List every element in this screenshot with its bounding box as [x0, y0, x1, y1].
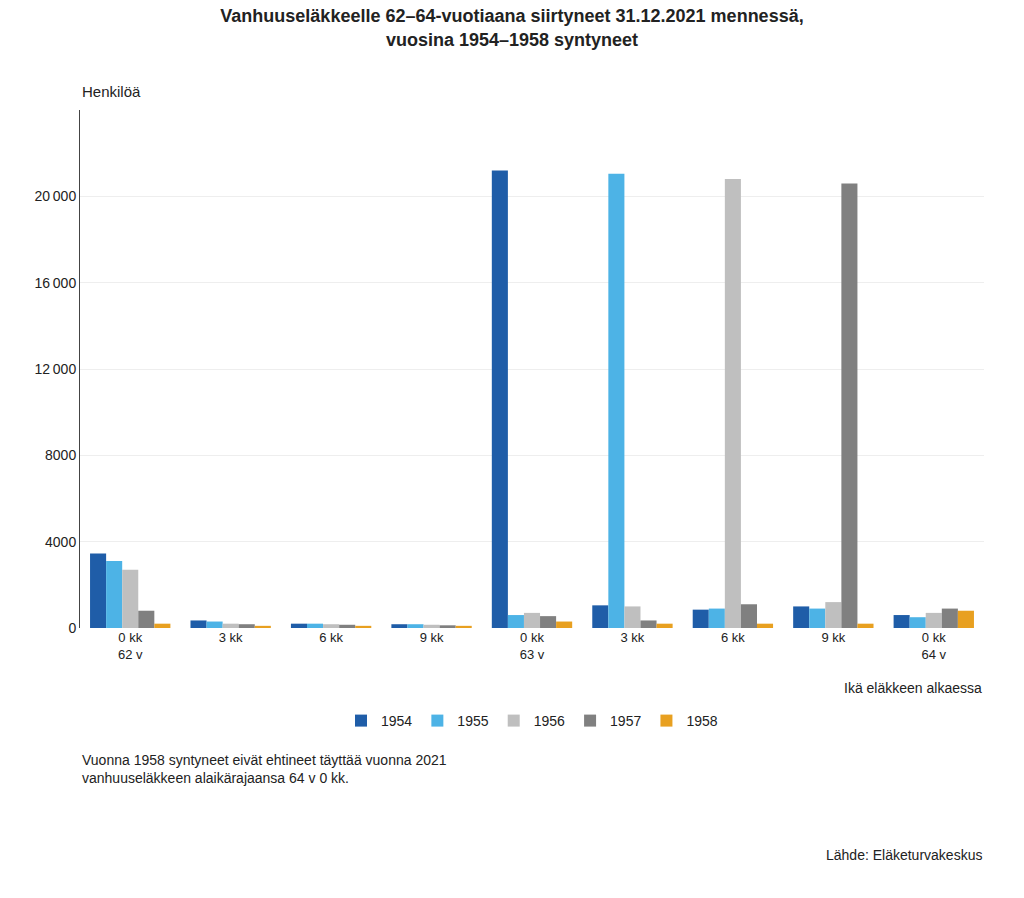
- svg-text:1957: 1957: [610, 713, 641, 729]
- svg-text:16 000: 16 000: [34, 275, 76, 291]
- svg-text:Henkilöä: Henkilöä: [82, 83, 141, 100]
- svg-text:0: 0: [68, 620, 76, 636]
- svg-text:1958: 1958: [686, 713, 717, 729]
- svg-text:Vanhuuseläkkeelle 62–64-vuotia: Vanhuuseläkkeelle 62–64-vuotiaana siirty…: [220, 6, 803, 49]
- svg-text:1954: 1954: [381, 713, 412, 729]
- svg-text:0 kk62 v: 0 kk62 v: [118, 630, 143, 662]
- svg-text:1955: 1955: [457, 713, 488, 729]
- svg-text:6 kk: 6 kk: [319, 630, 343, 645]
- svg-text:Lähde: Eläketurvakeskus: Lähde: Eläketurvakeskus: [826, 847, 982, 863]
- svg-text:8000: 8000: [45, 447, 76, 463]
- svg-text:6 kk: 6 kk: [721, 630, 745, 645]
- svg-text:0 kk64 v: 0 kk64 v: [921, 630, 946, 662]
- svg-text:Vuonna 1958 syntyneet eivät eh: Vuonna 1958 syntyneet eivät ehtineet täy…: [82, 752, 447, 786]
- svg-text:9 kk: 9 kk: [420, 630, 444, 645]
- svg-text:9 kk: 9 kk: [821, 630, 845, 645]
- svg-text:1956: 1956: [534, 713, 565, 729]
- svg-text:12 000: 12 000: [34, 361, 76, 377]
- svg-text:20 000: 20 000: [34, 188, 76, 204]
- svg-text:3 kk: 3 kk: [219, 630, 243, 645]
- svg-text:Ikä eläkkeen alkaessa: Ikä eläkkeen alkaessa: [844, 680, 982, 696]
- svg-text:4000: 4000: [45, 534, 76, 550]
- svg-text:3 kk: 3 kk: [621, 630, 645, 645]
- svg-text:0 kk63 v: 0 kk63 v: [520, 630, 545, 662]
